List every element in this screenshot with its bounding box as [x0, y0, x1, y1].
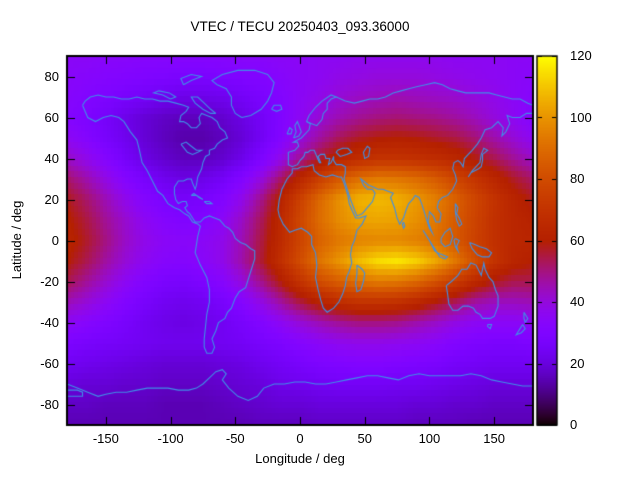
colorbar-tick-label: 40 — [570, 294, 585, 309]
y-tick-label: 40 — [44, 150, 59, 166]
x-tick-label: -100 — [157, 431, 184, 446]
colorbar-tick-label: 0 — [570, 417, 578, 432]
y-tick-label: -60 — [40, 355, 59, 371]
x-tick-label: 100 — [418, 431, 441, 446]
y-tick-label: -20 — [40, 273, 59, 289]
x-tick-label: 50 — [357, 431, 372, 446]
y-tick-label: 60 — [44, 109, 59, 125]
x-tick-label: -50 — [225, 431, 245, 446]
colorbar-tick-label: 120 — [570, 48, 592, 63]
y-tick-label: 80 — [44, 68, 59, 84]
colorbar-tick-label: 60 — [570, 232, 585, 248]
x-tick-label: 150 — [483, 431, 505, 446]
x-tick-label: 0 — [296, 431, 304, 446]
colorbar-tick-label: 80 — [570, 171, 585, 186]
y-tick-label: -40 — [40, 314, 59, 330]
x-tick-label: -150 — [92, 431, 119, 446]
y-tick-label: 20 — [44, 191, 59, 207]
y-tick-label: -80 — [40, 396, 59, 412]
chart-title: VTEC / TECU 20250403_093.36000 — [190, 19, 410, 34]
x-axis-label: Longitude / deg — [255, 451, 345, 466]
colorbar-tick-label: 20 — [570, 355, 585, 371]
colorbar-tick-label: 100 — [570, 109, 592, 125]
y-tick-label: 0 — [51, 232, 59, 248]
